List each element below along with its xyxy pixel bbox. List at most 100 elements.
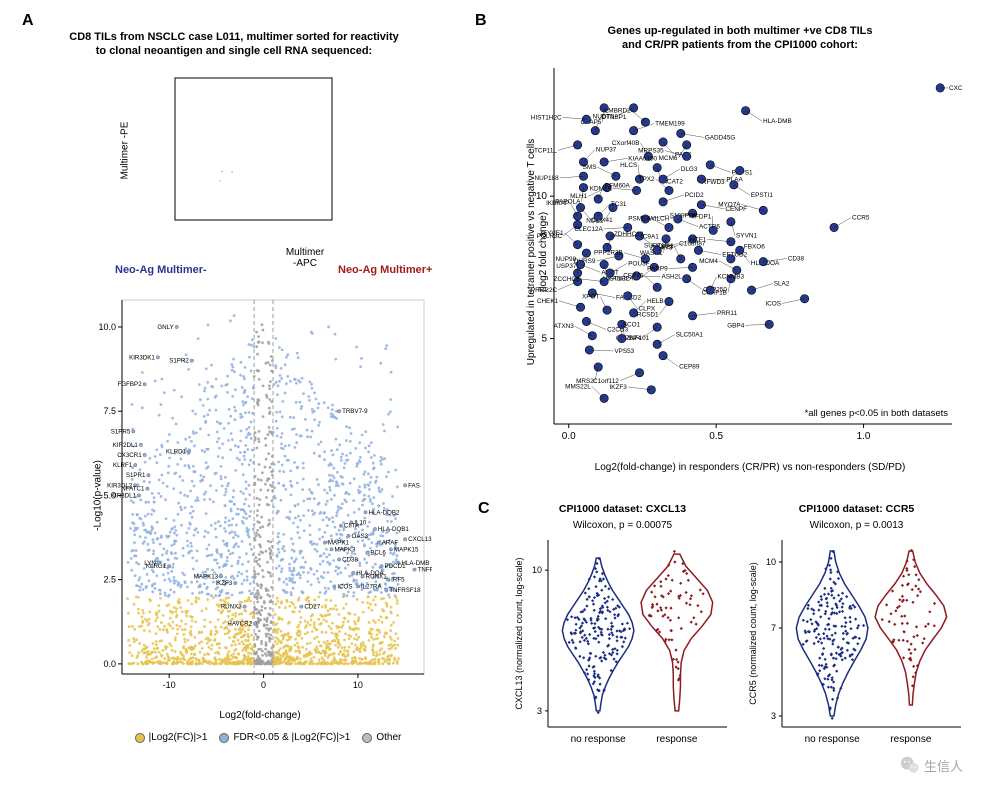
svg-text:0.0: 0.0 xyxy=(103,659,116,669)
svg-text:GADD45G: GADD45G xyxy=(705,134,736,141)
svg-text:2.5: 2.5 xyxy=(103,575,116,585)
violin1-svg: CPI1000 dataset: CXCL13 Wilcoxon, p = 0.0… xyxy=(510,500,735,755)
svg-text:S1PR2: S1PR2 xyxy=(169,358,189,365)
facs-svg: 2.5" r="0.7" fill="#5c5c5c" opacity="0.6… xyxy=(150,72,340,242)
svg-text:CCR5 (normalized count, log-sc: CCR5 (normalized count, log-scale) xyxy=(748,562,758,705)
wechat-icon xyxy=(899,754,921,776)
svg-text:10: 10 xyxy=(532,565,542,575)
svg-text:CPI1000 dataset: CXCL13: CPI1000 dataset: CXCL13 xyxy=(559,503,686,515)
svg-text:CCR5: CCR5 xyxy=(852,215,870,222)
svg-text:C16orf87: C16orf87 xyxy=(679,240,706,247)
svg-text:0: 0 xyxy=(261,680,266,690)
violin-2: CPI1000 dataset: CCR5 Wilcoxon, p = 0.001… xyxy=(744,500,969,755)
svg-text:DTNBP1: DTNBP1 xyxy=(601,114,627,121)
volcano-plot: GNLYKIR3DK1S1PR2FGFBP2S1PR5KIR2DL1CX3CR1… xyxy=(92,294,432,704)
volcano-svg: GNLYKIR3DK1S1PR2FGFBP2S1PR5KIR2DL1CX3CR1… xyxy=(92,294,432,704)
svg-text:TRBV7-9: TRBV7-9 xyxy=(342,408,368,415)
svg-text:0.0: 0.0 xyxy=(562,431,576,442)
svg-text:CD38: CD38 xyxy=(788,256,805,263)
svg-text:Wilcoxon, p = 0.00075: Wilcoxon, p = 0.00075 xyxy=(573,520,673,531)
svg-text:HELB: HELB xyxy=(647,298,664,305)
svg-text:HLCS: HLCS xyxy=(620,162,637,169)
svg-text:CD27: CD27 xyxy=(304,604,320,611)
facs-y-label: Multimer -PE xyxy=(120,111,131,191)
svg-text:S1PR5: S1PR5 xyxy=(111,428,131,435)
panelb-x-label: Log2(fold-change) in responders (CR/PR) … xyxy=(580,462,920,473)
svg-text:BCL6: BCL6 xyxy=(370,550,386,557)
svg-text:CLEC12A: CLEC12A xyxy=(574,226,603,233)
svg-text:POU3F: POU3F xyxy=(628,260,649,267)
svg-text:KIR3DK1: KIR3DK1 xyxy=(129,354,155,361)
svg-text:KCNMB3: KCNMB3 xyxy=(717,274,744,281)
svg-text:0.5: 0.5 xyxy=(709,431,723,442)
svg-text:3: 3 xyxy=(537,706,542,716)
svg-text:RCSD1: RCSD1 xyxy=(637,311,659,318)
svg-text:ZCCHC6: ZCCHC6 xyxy=(554,276,580,283)
svg-text:RUNX3: RUNX3 xyxy=(221,604,243,611)
panelb-y-label: Upregulated in tetramer positive vs nega… xyxy=(526,122,550,382)
svg-text:1.0: 1.0 xyxy=(857,431,871,442)
svg-text:MCM6: MCM6 xyxy=(659,155,678,162)
svg-text:response: response xyxy=(890,734,932,745)
svg-text:NUP98: NUP98 xyxy=(556,256,577,263)
panel-a-label: A xyxy=(22,12,34,30)
svg-text:PPP2R3B: PPP2R3B xyxy=(594,250,623,257)
svg-text:TMEM199: TMEM199 xyxy=(655,120,685,127)
svg-text:KLRF1: KLRF1 xyxy=(113,462,133,469)
svg-text:CPI1000 dataset: CCR5: CPI1000 dataset: CCR5 xyxy=(799,503,915,515)
svg-text:MMS22L: MMS22L xyxy=(565,383,591,390)
svg-text:TNFRSF18: TNFRSF18 xyxy=(389,587,421,594)
svg-text:response: response xyxy=(656,734,698,745)
volcano-y-label: -Log10(p-value) xyxy=(93,436,104,556)
svg-text:Wilcoxon, p = 0.0013: Wilcoxon, p = 0.0013 xyxy=(810,520,904,531)
svg-text:IKZF3: IKZF3 xyxy=(609,384,627,391)
svg-text:CEP76: CEP76 xyxy=(623,272,644,279)
svg-text:HAVCR2: HAVCR2 xyxy=(227,620,252,627)
neoag-pos-label: Neo-Ag Multimer+ xyxy=(338,264,432,276)
svg-text:PSME3: PSME3 xyxy=(628,215,650,222)
svg-text:SYVN1: SYVN1 xyxy=(736,233,757,240)
violin2-svg: CPI1000 dataset: CCR5 Wilcoxon, p = 0.001… xyxy=(744,500,969,755)
svg-text:TNFRSF4: TNFRSF4 xyxy=(418,567,432,574)
svg-text:-10: -10 xyxy=(163,680,176,690)
svg-text:MCM4: MCM4 xyxy=(699,258,718,265)
volcano-legend: |Log2(FC)|>1FDR<0.05 & |Log2(FC)|>1Other xyxy=(103,732,433,746)
svg-text:IKZF3: IKZF3 xyxy=(215,580,232,587)
svg-text:GBP4: GBP4 xyxy=(727,322,744,329)
svg-text:SLA2: SLA2 xyxy=(774,281,790,288)
svg-text:3: 3 xyxy=(771,711,776,721)
svg-text:HLA-DQB1: HLA-DQB1 xyxy=(378,526,410,533)
svg-text:CX3CR1: CX3CR1 xyxy=(117,452,142,459)
svg-text:KLRD1: KLRD1 xyxy=(166,449,187,456)
svg-text:NUP37: NUP37 xyxy=(596,147,617,154)
svg-text:SUPT16H: SUPT16H xyxy=(644,242,673,249)
svg-text:*all genes p<0.05 in both data: *all genes p<0.05 in both datasets xyxy=(805,408,949,419)
svg-text:no response: no response xyxy=(571,734,626,745)
svg-text:TPX2: TPX2 xyxy=(639,176,655,183)
svg-text:KIR2DL1: KIR2DL1 xyxy=(113,442,139,449)
svg-text:MAPK15: MAPK15 xyxy=(394,546,419,553)
svg-text:MAPK3: MAPK3 xyxy=(335,546,357,553)
svg-text:ATXN3: ATXN3 xyxy=(554,323,575,330)
svg-text:PRR11: PRR11 xyxy=(717,310,738,317)
svg-text:RFM60A: RFM60A xyxy=(605,182,631,189)
svg-text:PARP9: PARP9 xyxy=(647,266,668,273)
svg-text:S1PR1: S1PR1 xyxy=(126,472,146,479)
watermark: 生信人 xyxy=(899,754,963,776)
svg-text:HIST1H2C: HIST1H2C xyxy=(531,114,562,121)
svg-text:ICOS: ICOS xyxy=(337,583,352,590)
svg-text:FBXO6: FBXO6 xyxy=(744,244,765,251)
svg-text:RUNX1: RUNX1 xyxy=(366,573,388,580)
volcano-x-label: Log2(fold-change) xyxy=(190,710,330,721)
svg-text:VPS53: VPS53 xyxy=(614,348,634,355)
svg-text:OAS3: OAS3 xyxy=(352,533,369,540)
svg-text:SMS: SMS xyxy=(583,164,597,171)
svg-text:TC31: TC31 xyxy=(611,201,627,208)
svg-text:ICOS: ICOS xyxy=(765,300,781,307)
panel-b-label: B xyxy=(475,12,487,30)
svg-text:GNLY: GNLY xyxy=(157,324,173,331)
svg-text:TFDP1: TFDP1 xyxy=(691,213,712,220)
svg-text:SLC50A1: SLC50A1 xyxy=(676,332,704,339)
facs-x-label: Multimer-APC xyxy=(270,247,340,269)
panelb-svg: 0.00.51.0510CXCL13HLA-DMBCKAP5NUDT5HIST1… xyxy=(530,62,962,454)
